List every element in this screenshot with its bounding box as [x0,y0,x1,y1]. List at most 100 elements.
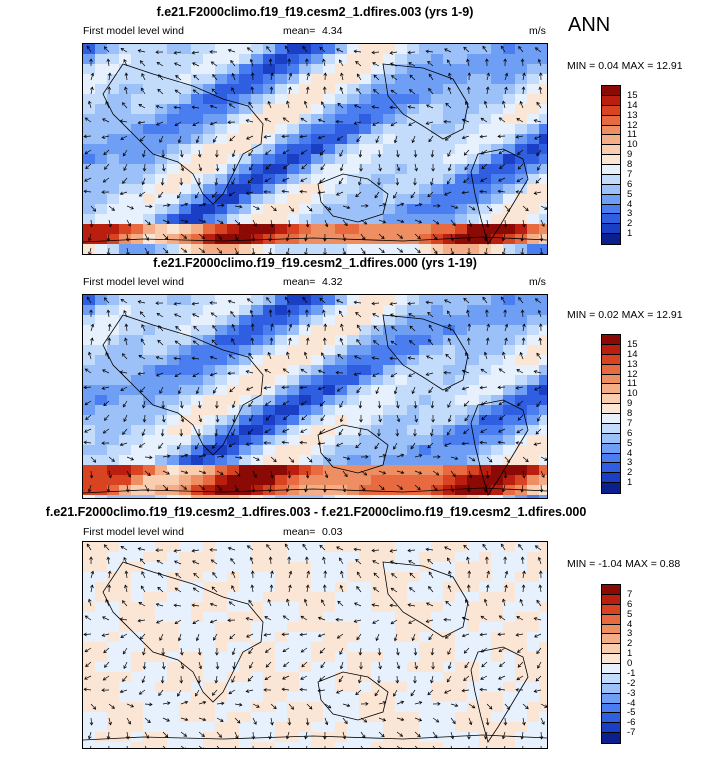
wind-vector-head [322,58,326,63]
wind-vector [180,233,187,239]
wind-vector-head [479,134,483,139]
wind-vector [447,557,452,565]
wind-vector-head [498,676,502,680]
wind-vector-head [407,50,411,55]
colorbar-swatch [602,414,620,424]
wind-vector [504,205,510,212]
wind-vector [428,135,434,142]
wind-vector-head [287,224,292,228]
wind-vector-head [195,139,200,144]
wind-vector [104,414,110,421]
wind-vector [409,325,416,332]
wind-vector [481,661,488,668]
wind-vector-head [107,570,112,574]
wind-vector-head [213,637,217,641]
wind-vector [378,661,381,669]
wind-vector [410,442,416,449]
wind-vector-head [137,300,142,304]
wind-vector [396,717,404,721]
wind-vector [107,484,110,493]
wind-vector-head [504,584,508,589]
wind-vector [375,135,380,143]
wind-vector [408,372,416,377]
wind-vector [396,163,400,171]
coastline [470,148,529,245]
wind-vector-head [356,138,360,143]
wind-vector [228,49,236,53]
wind-vector-head [90,323,95,328]
wind-vector-head [105,351,109,356]
wind-vector-head [339,665,344,670]
wind-vector [250,59,254,67]
wind-vector-head [267,598,272,603]
wind-vector-head [140,87,145,92]
wind-vector-head [246,136,250,140]
wind-vector [84,688,92,691]
wind-vector-head [522,721,526,726]
wind-vector-head [209,547,213,552]
wind-vector-head [123,58,127,63]
wind-vector [301,414,308,421]
wind-vector [232,149,236,157]
wind-vector-head [479,189,483,194]
wind-vector-head [340,570,344,575]
wind-vector-head [461,369,466,374]
wind-vector-head [375,139,379,144]
wind-vector-head [327,207,332,211]
wind-vector-head [249,556,254,561]
wind-vector-head [299,189,303,194]
wind-vector [447,428,452,436]
wind-vector-head [250,323,255,327]
wind-vector-head [446,431,451,436]
wind-vector [539,87,542,95]
wind-vector [126,205,134,210]
wind-vector [319,545,326,551]
wind-vector [300,615,308,621]
colorbar-tick-label: 14 [627,348,638,360]
wind-vector [534,617,542,621]
wind-vector-head [336,48,340,52]
wind-vector-head [232,665,236,670]
wind-vector [522,703,529,709]
wind-vector [270,205,277,211]
wind-vector-head [335,690,340,694]
wind-vector-head [444,546,448,550]
wind-vector [270,584,272,593]
wind-vector [270,703,277,709]
wind-vector [450,219,456,226]
wind-vector-head [371,301,375,306]
wind-vector [175,75,182,81]
mean-value: 4.34 [322,25,343,37]
wind-vector [354,50,362,53]
wind-vector-head [286,351,290,356]
wind-vector-head [389,549,394,553]
wind-vector [125,571,128,579]
wind-vector [319,149,326,156]
wind-vector-head [147,472,151,477]
wind-vector-head [124,584,128,589]
wind-vector-head [518,543,522,548]
wind-vector-head [466,58,470,63]
wind-vector [444,48,452,53]
wind-vector-head [282,429,286,433]
wind-vector [282,441,290,444]
wind-vector [396,675,398,684]
wind-vector-head [444,443,448,447]
wind-vector [90,585,93,593]
wind-vector-head [123,418,127,423]
wind-vector-head [300,117,305,122]
wind-vector-head [89,722,94,726]
colorbar-swatch [602,165,620,175]
wind-vector-head [497,189,501,194]
wind-vector-head [408,313,412,317]
wind-vector-head [228,103,233,107]
wind-vector-head [87,100,92,105]
wind-vector [373,572,380,579]
wind-vector-head [155,301,159,306]
wind-vector [158,572,164,579]
colorbar-tick-label: 8 [627,408,633,419]
wind-vector-head [111,458,115,462]
wind-vector [409,74,416,81]
wind-vector-head [399,249,404,253]
wind-vector [501,296,506,304]
